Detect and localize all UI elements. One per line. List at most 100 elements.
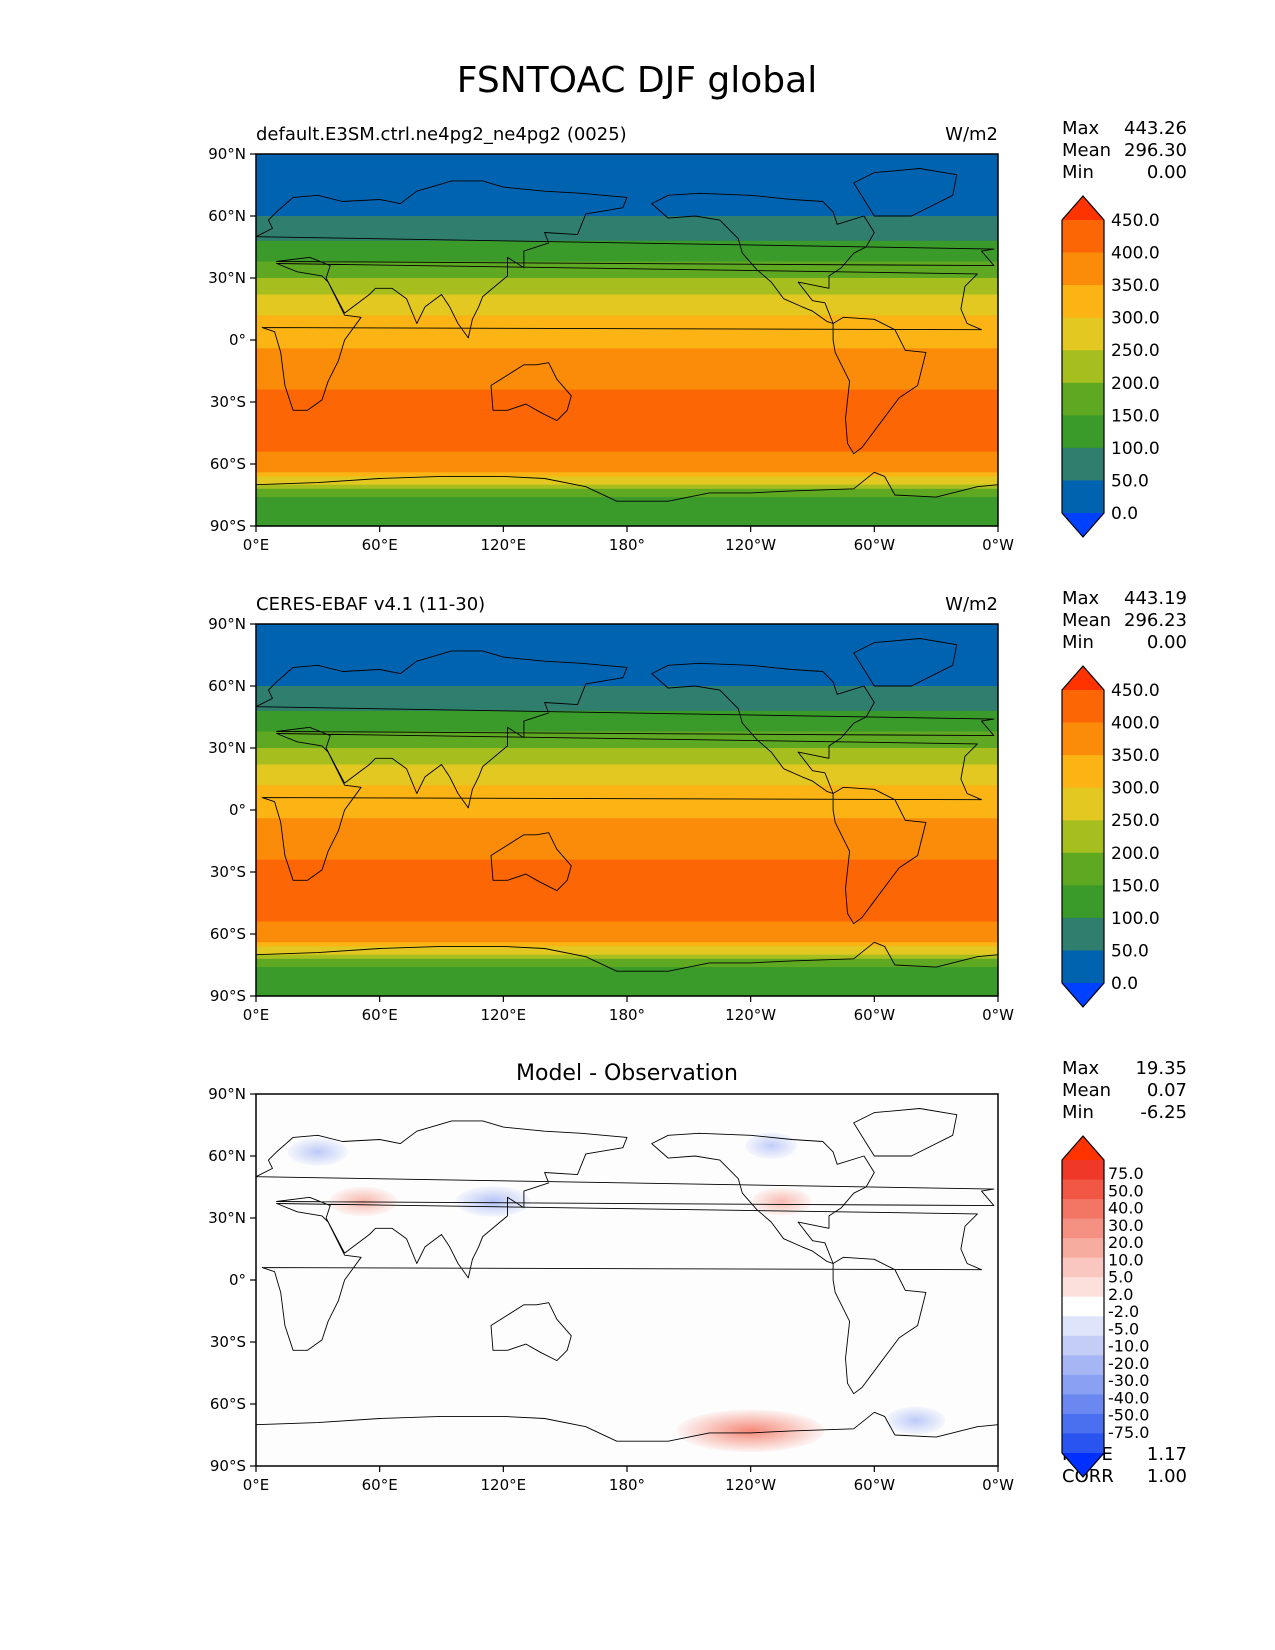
colorbar-tick-label: 0.0 xyxy=(1111,974,1138,994)
y-tick-label: 90°N xyxy=(208,145,246,163)
colorbar-tick-label: -30.0 xyxy=(1108,1371,1149,1390)
x-tick-label: 180° xyxy=(609,536,645,554)
positive-anomaly xyxy=(329,1186,398,1217)
colorbar-tick-label: 2.0 xyxy=(1108,1285,1133,1304)
heatmap-band xyxy=(256,315,998,320)
x-tick-label: 60°W xyxy=(854,536,896,554)
heatmap-band xyxy=(256,669,998,675)
heatmap-band xyxy=(256,397,998,403)
colorbar-tick-label: 50.0 xyxy=(1108,1181,1144,1200)
colorbar-segment xyxy=(1062,820,1104,854)
heatmap-band xyxy=(256,166,998,172)
colorbar-segment xyxy=(1062,787,1104,821)
heatmap-band xyxy=(256,306,998,312)
heatmap-band xyxy=(256,154,998,159)
coastline-obs xyxy=(255,638,999,997)
heatmap-band xyxy=(256,406,998,411)
heatmap-band xyxy=(256,648,998,654)
heatmap-band xyxy=(256,228,998,234)
colorbar-tick-label: -40.0 xyxy=(1108,1388,1149,1407)
y-tick-label: 0° xyxy=(229,801,246,819)
positive-anomaly xyxy=(676,1409,825,1453)
y-tick-label: 30°S xyxy=(210,863,246,881)
heatmap-band xyxy=(256,505,998,511)
y-tick-label: 90°S xyxy=(210,987,246,1005)
heatmap-band xyxy=(256,822,998,828)
coastline-diff xyxy=(255,1108,999,1467)
corr-value: 1.00 xyxy=(1147,1466,1187,1487)
heatmap-band xyxy=(256,934,998,939)
heatmap-band xyxy=(256,464,998,469)
heatmap-band xyxy=(256,863,998,869)
heatmap-band xyxy=(256,793,998,799)
heatmap-band xyxy=(256,244,998,250)
y-tick-label: 30°N xyxy=(208,269,246,287)
colorbar-tick-label: 250.0 xyxy=(1111,811,1160,831)
heatmap-band xyxy=(256,698,998,704)
heatmap-band xyxy=(256,900,998,906)
colorbar-tick-label: 20.0 xyxy=(1108,1233,1144,1252)
heatmap-band xyxy=(256,739,998,745)
y-tick-label: 0° xyxy=(229,331,246,349)
colorbar-tick-label: 10.0 xyxy=(1108,1250,1144,1269)
x-tick-label: 60°W xyxy=(854,1006,896,1024)
heatmap-band xyxy=(256,199,998,205)
colorbar-tick-label: 100.0 xyxy=(1111,439,1160,459)
colorbar-segment xyxy=(1062,1218,1104,1239)
heatmap-band xyxy=(256,488,998,494)
heatmap-band xyxy=(256,472,998,477)
heatmap-band xyxy=(256,888,998,894)
x-tick-label: 0°E xyxy=(243,536,270,554)
heatmap-band xyxy=(256,513,998,519)
heatmap-band xyxy=(256,302,998,308)
heatmap-band xyxy=(256,789,998,795)
colorbar-segment xyxy=(1062,885,1104,919)
heatmap-band xyxy=(256,402,998,407)
heatmap-band xyxy=(256,892,998,898)
colorbar-tick-label: 350.0 xyxy=(1111,746,1160,766)
heatmap-obs xyxy=(256,624,998,997)
colorbar-segment xyxy=(1062,317,1104,351)
heatmap-band xyxy=(256,278,998,283)
heatmap-band xyxy=(256,983,998,989)
x-tick-label: 120°E xyxy=(481,536,527,554)
panel-diff-mean-label: Mean xyxy=(1062,1080,1111,1101)
x-tick-label: 120°W xyxy=(725,1006,776,1024)
panel-obs-max-label: Max xyxy=(1062,588,1100,609)
heatmap-band xyxy=(256,967,998,972)
heatmap-band xyxy=(256,946,998,952)
colorbar-tick-label: -10.0 xyxy=(1108,1337,1149,1356)
panel-diff-min-value: -6.25 xyxy=(1140,1102,1187,1123)
heatmap-band xyxy=(256,880,998,885)
panel-obs: CERES-EBAF v4.1 (11-30) W/m2 Max 443.19 … xyxy=(256,588,1187,653)
colorbar-segment xyxy=(1062,1316,1104,1337)
heatmap-band xyxy=(256,414,998,420)
heatmap-band xyxy=(256,838,998,844)
heatmap-band xyxy=(256,422,998,428)
colorbar-segment xyxy=(1062,1179,1104,1200)
panel-model-title-right: W/m2 xyxy=(945,124,998,145)
heatmap-band xyxy=(256,459,998,465)
heatmap-band xyxy=(256,925,998,931)
heatmap-band xyxy=(256,501,998,506)
heatmap-band xyxy=(256,468,998,473)
heatmap-band xyxy=(256,435,998,440)
heatmap-band xyxy=(256,942,998,947)
colorbar-segment xyxy=(1062,220,1104,254)
colorbar-segment xyxy=(1062,1296,1104,1317)
colorbar-tick-label: 400.0 xyxy=(1111,244,1160,264)
heatmap-band xyxy=(256,913,998,919)
x-tick-label: 0°W xyxy=(982,1006,1014,1024)
x-tick-label: 0°W xyxy=(982,536,1014,554)
colorbar-tick-label: -20.0 xyxy=(1108,1354,1149,1373)
colorbar-tick-label: 100.0 xyxy=(1111,909,1160,929)
colorbar-segment xyxy=(1062,1238,1104,1259)
heatmap-band xyxy=(256,843,998,848)
heatmap-band xyxy=(256,517,998,523)
heatmap-band xyxy=(256,191,998,196)
heatmap-model xyxy=(256,154,998,527)
heatmap-band xyxy=(256,681,998,687)
heatmap-band xyxy=(256,340,998,345)
colorbar-extend-min xyxy=(1062,983,1104,1007)
x-tick-label: 60°E xyxy=(362,1476,398,1494)
